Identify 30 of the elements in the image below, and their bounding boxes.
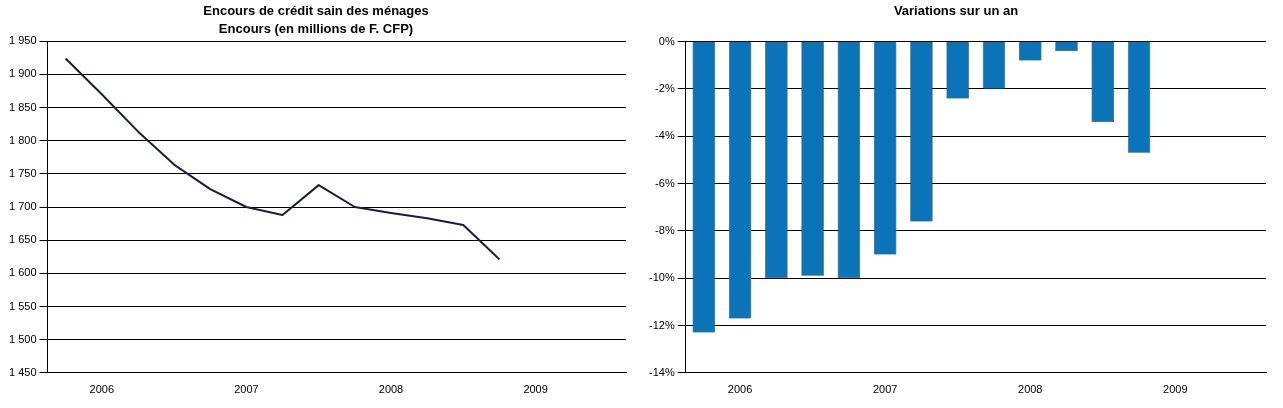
y-tick-label: 1 650 — [9, 233, 37, 246]
chart-subtitle: Encours (en millions de F. CFP) — [218, 20, 414, 36]
y-tick-label: 1 450 — [9, 365, 37, 378]
y-tick-label: -4% — [655, 129, 675, 142]
x-tick-label: 2007 — [234, 383, 259, 396]
x-tick-label: 2006 — [89, 383, 114, 396]
x-tick-label: 2008 — [378, 383, 404, 396]
y-tick-label: 1 950 — [9, 34, 37, 47]
y-tick-label: 0% — [658, 34, 675, 47]
y-tick-label: -10% — [648, 271, 675, 284]
chart-title: Variations sur un an — [893, 3, 1019, 19]
y-tick-label: 1 900 — [9, 67, 37, 80]
y-tick-label: 1 500 — [9, 332, 37, 345]
x-tick-label: 2007 — [872, 383, 898, 396]
y-tick-label: -12% — [648, 318, 675, 331]
y-tick-label: 1 800 — [9, 133, 37, 146]
x-tick-label: 2006 — [727, 383, 753, 396]
x-tick-label: 2009 — [1163, 383, 1188, 396]
y-tick-label: -6% — [655, 176, 675, 189]
y-tick-label: 1 850 — [9, 100, 37, 113]
y-tick-label: 1 700 — [9, 200, 37, 213]
y-tick-label: -2% — [655, 81, 675, 94]
y-tick-label: -14% — [648, 365, 675, 378]
y-tick-label: -8% — [655, 223, 675, 236]
y-tick-label: 1 600 — [9, 266, 37, 279]
x-tick-label: 2009 — [523, 383, 548, 396]
chart-title: Encours de crédit sain des ménages — [203, 3, 429, 19]
x-tick-label: 2008 — [1018, 383, 1043, 396]
y-tick-label: 1 550 — [9, 299, 37, 312]
y-tick-label: 1 750 — [9, 166, 37, 179]
